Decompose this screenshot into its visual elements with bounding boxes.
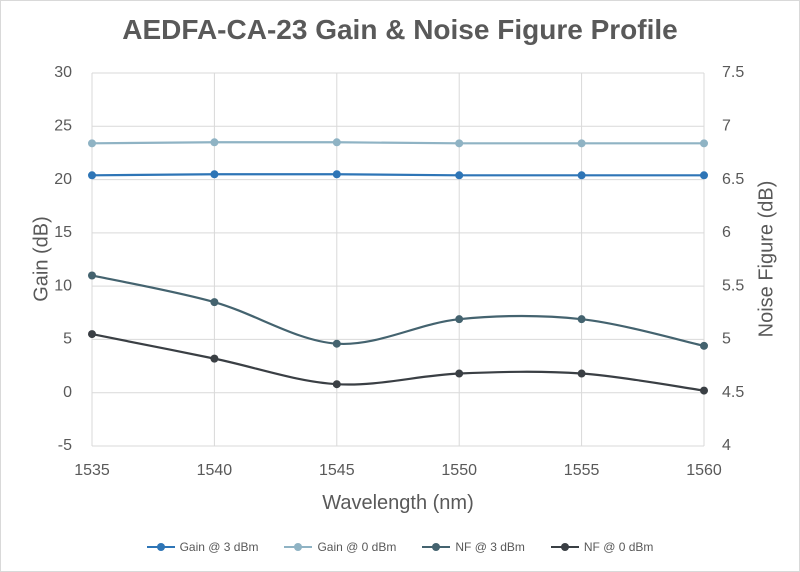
- series-line-2: [91, 274, 705, 347]
- data-point: [332, 380, 341, 389]
- data-point: [700, 139, 708, 148]
- legend-marker: [156, 543, 165, 551]
- data-point: [455, 139, 464, 148]
- data-point: [455, 315, 464, 324]
- data-point: [210, 138, 219, 147]
- series-line-0: [91, 173, 704, 177]
- y2-tick-label: 4: [722, 437, 731, 454]
- legend-label: NF @ 0 dBm: [583, 540, 654, 554]
- legend-swatch: [284, 542, 313, 552]
- legend-swatch: [550, 542, 579, 552]
- data-point: [88, 330, 96, 339]
- y2-tick-label: 7: [722, 118, 731, 135]
- y2-tick-label: 5.5: [722, 277, 744, 294]
- legend-marker: [294, 543, 303, 551]
- y2-tick-label: 6: [722, 224, 731, 241]
- y2-tick-label: 4.5: [722, 384, 744, 401]
- legend-label: NF @ 3 dBm: [455, 540, 525, 554]
- y-tick-label: 5: [63, 331, 72, 348]
- chart-title: AEDFA-CA-23 Gain & Noise Figure Profile: [122, 14, 678, 45]
- y-tick-label: 20: [54, 171, 72, 188]
- data-point: [332, 138, 341, 147]
- legend: Gain @ 3 dBm Gain @ 0 dBm NF @ 3 dBm NF @ 0…: [0, 540, 800, 554]
- legend-swatch: [422, 542, 451, 552]
- data-point: [210, 354, 219, 363]
- data-point: [332, 170, 341, 179]
- x-axis-title: Wavelength (nm): [322, 492, 474, 514]
- y2-tick-label: 6.5: [722, 171, 744, 188]
- y-tick-label: 10: [54, 277, 72, 294]
- legend-label: Gain @ 3 dBm: [179, 540, 259, 554]
- data-point: [577, 369, 586, 378]
- x-tick-label: 1550: [441, 462, 477, 479]
- legend-swatch: [146, 542, 175, 552]
- data-point: [332, 339, 341, 348]
- data-point: [577, 315, 586, 324]
- x-tick-label: 1535: [74, 462, 110, 479]
- y2-tick-label: 5: [722, 331, 731, 348]
- data-point: [88, 139, 96, 148]
- data-point: [577, 139, 586, 148]
- y-tick-label: 15: [54, 224, 72, 241]
- y-tick-label: 30: [54, 64, 72, 81]
- x-tick-label: 1540: [197, 462, 233, 479]
- x-tick-label: 1545: [319, 462, 355, 479]
- y-tick-label: -5: [58, 437, 72, 454]
- data-point: [210, 170, 219, 179]
- x-tick-label: 1555: [564, 462, 600, 479]
- y-tick-label: 25: [54, 118, 72, 135]
- data-point: [88, 171, 96, 180]
- legend-label: Gain @ 0 dBm: [317, 540, 397, 554]
- data-point: [700, 341, 708, 350]
- y2-tick-label: 7.5: [722, 64, 744, 81]
- legend-item: NF @ 3 dBm: [422, 540, 525, 554]
- y-tick-label: 0: [63, 384, 72, 401]
- legend-item: NF @ 0 dBm: [550, 540, 654, 554]
- y2-axis-title: Noise Figure (dB): [755, 181, 777, 338]
- legend-item: Gain @ 0 dBm: [284, 540, 396, 554]
- legend-item: Gain @ 3 dBm: [146, 540, 259, 554]
- data-point: [700, 386, 708, 395]
- data-point: [455, 171, 464, 180]
- data-point: [455, 369, 464, 378]
- data-point: [88, 271, 96, 280]
- series-line-1: [91, 141, 704, 145]
- data-point: [210, 298, 219, 307]
- data-point: [700, 171, 708, 180]
- legend-marker: [560, 543, 569, 551]
- series-line-3: [91, 333, 705, 392]
- x-tick-label: 1560: [686, 462, 722, 479]
- y-axis-title: Gain (dB): [30, 216, 52, 302]
- data-point: [577, 171, 586, 180]
- legend-marker: [432, 543, 441, 551]
